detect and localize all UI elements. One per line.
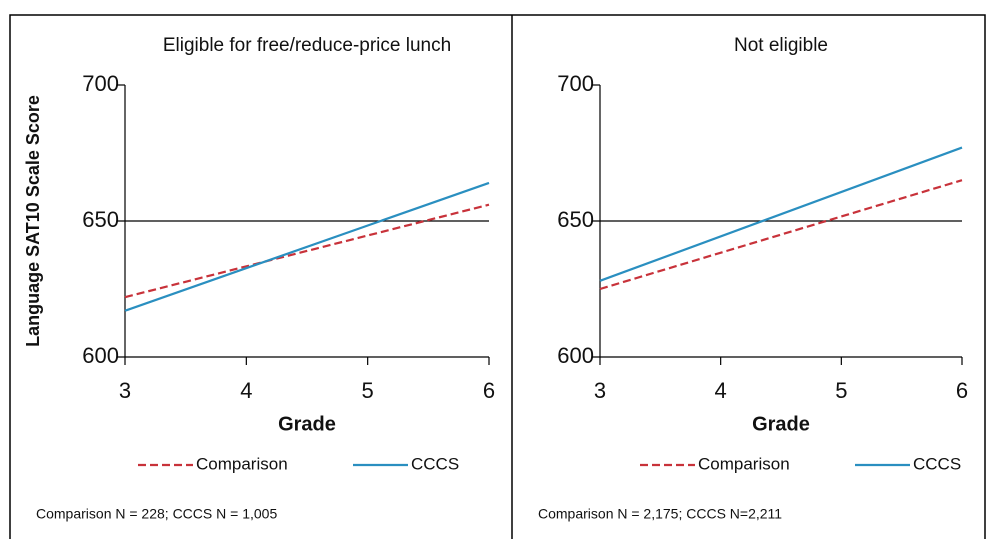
legend-label: Comparison <box>196 454 288 473</box>
x-tick-label: 6 <box>956 378 968 403</box>
panel-title: Not eligible <box>734 35 828 56</box>
y-tick-label: 650 <box>557 207 594 232</box>
legend-label: CCCS <box>913 454 961 473</box>
legend-label: CCCS <box>411 454 459 473</box>
y-tick-label: 700 <box>82 71 119 96</box>
legend-label: Comparison <box>698 454 790 473</box>
note: Comparison N = 228; CCCS N = 1,005 <box>36 506 277 522</box>
panel-title: Eligible for free/reduce-price lunch <box>163 35 451 56</box>
y-tick-label: 600 <box>557 343 594 368</box>
frame <box>9 14 986 539</box>
y-axis-label: Language SAT10 Scale Score <box>23 95 43 347</box>
line <box>599 146 963 282</box>
x-tick-label: 3 <box>594 378 606 403</box>
x-tick-label: 5 <box>362 378 374 403</box>
x-tick-label: 3 <box>119 378 131 403</box>
x-tick-label: 5 <box>835 378 847 403</box>
note: Comparison N = 2,175; CCCS N=2,211 <box>538 506 782 522</box>
y-tick-label: 700 <box>557 71 594 96</box>
y-tick-label: 650 <box>82 207 119 232</box>
line <box>124 203 490 299</box>
y-tick-label: 600 <box>82 343 119 368</box>
x-axis-label: Grade <box>752 413 810 435</box>
x-axis-label: Grade <box>278 413 336 435</box>
x-tick-label: 4 <box>240 378 252 403</box>
line <box>124 181 490 312</box>
x-tick-label: 6 <box>483 378 495 403</box>
x-tick-label: 4 <box>715 378 727 403</box>
line <box>599 179 963 291</box>
